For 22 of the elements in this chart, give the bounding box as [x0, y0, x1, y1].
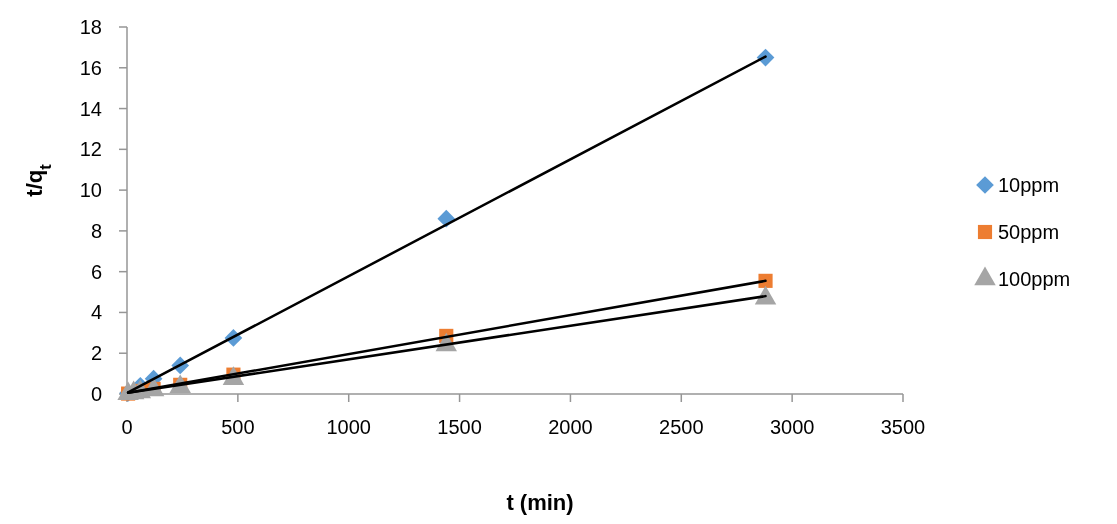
x-axis-title: t (min)	[506, 490, 574, 515]
x-tick-label: 0	[121, 416, 133, 438]
x-tick-label: 3000	[769, 416, 815, 438]
x-tick-label: 2000	[548, 416, 593, 438]
y-tick-label: 0	[90, 383, 102, 405]
y-tick-label: 18	[79, 16, 102, 38]
y-tick-label: 2	[90, 342, 102, 365]
y-tick-label: 6	[90, 260, 102, 283]
y-tick-label: 10	[79, 179, 102, 202]
x-tick-label: 3500	[880, 416, 926, 438]
x-tick-label: 2500	[659, 416, 704, 438]
y-tick-label: 16	[79, 56, 102, 79]
legend-label: 10ppm	[998, 174, 1060, 196]
legend-label: 50ppm	[998, 221, 1060, 243]
x-tick-label: 1000	[326, 416, 371, 438]
x-tick-label: 1500	[437, 416, 482, 438]
y-tick-label: 12	[79, 138, 102, 161]
y-tick-label: 14	[79, 97, 102, 120]
y-tick-label: 8	[90, 219, 102, 242]
x-tick-label: 500	[221, 416, 255, 438]
legend-label: 100ppm	[998, 268, 1071, 290]
y-tick-label: 4	[90, 301, 102, 324]
